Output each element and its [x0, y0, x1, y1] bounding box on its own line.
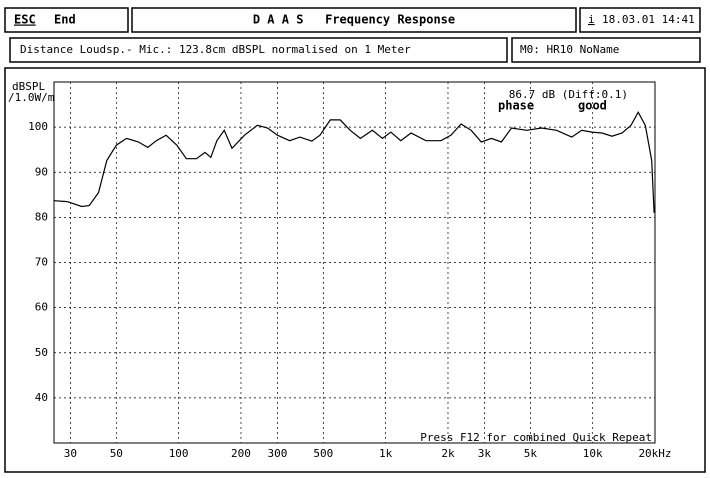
x-tick-label: 20kHz	[638, 447, 671, 460]
annotation: Press F12 for combined Quick Repeat	[420, 431, 652, 444]
chart-frame	[4, 67, 706, 473]
y-tick-label: 60	[35, 301, 48, 314]
y-tick-label: 90	[35, 165, 48, 178]
x-tick-label: 3k	[478, 447, 492, 460]
datetime: 18.03.01 14:41	[602, 13, 695, 26]
y-label-unit: /1.0W/m	[8, 91, 55, 104]
y-tick-label: 70	[35, 256, 48, 269]
x-tick-label: 2k	[441, 447, 455, 460]
y-tick-label: 40	[35, 391, 48, 404]
memory: M0: HR10 NoName	[520, 43, 619, 56]
measurement: Distance Loudsp.- Mic.: 123.8cm dBSPL no…	[20, 43, 411, 56]
title: D A A S Frequency Response	[253, 13, 455, 27]
phase-status: good	[578, 99, 607, 113]
esc-key[interactable]: ESC	[14, 13, 36, 27]
info-key[interactable]: i	[588, 13, 595, 26]
y-tick-label: 80	[35, 210, 48, 223]
x-tick-label: 50	[110, 447, 123, 460]
esc-box[interactable]	[4, 7, 129, 33]
title-box	[131, 7, 577, 33]
annotation: 86.7 dB (Diff:0.1)	[509, 88, 628, 101]
x-tick-label: 200	[231, 447, 251, 460]
x-tick-label: 30	[64, 447, 77, 460]
y-tick-label: 50	[35, 346, 48, 359]
esc-label[interactable]: End	[54, 13, 76, 27]
response-curve	[53, 110, 655, 213]
x-tick-label: 10k	[583, 447, 603, 460]
measurement-box	[9, 37, 508, 63]
memory-box	[511, 37, 701, 63]
x-tick-label: 5k	[524, 447, 538, 460]
date-box	[579, 7, 701, 33]
x-tick-label: 1k	[379, 447, 393, 460]
x-tick-label: 500	[313, 447, 333, 460]
phase-label: phase	[498, 99, 534, 113]
y-tick-label: 100	[28, 120, 48, 133]
x-tick-label: 100	[169, 447, 189, 460]
x-tick-label: 300	[267, 447, 287, 460]
y-label: dBSPL	[12, 80, 45, 93]
